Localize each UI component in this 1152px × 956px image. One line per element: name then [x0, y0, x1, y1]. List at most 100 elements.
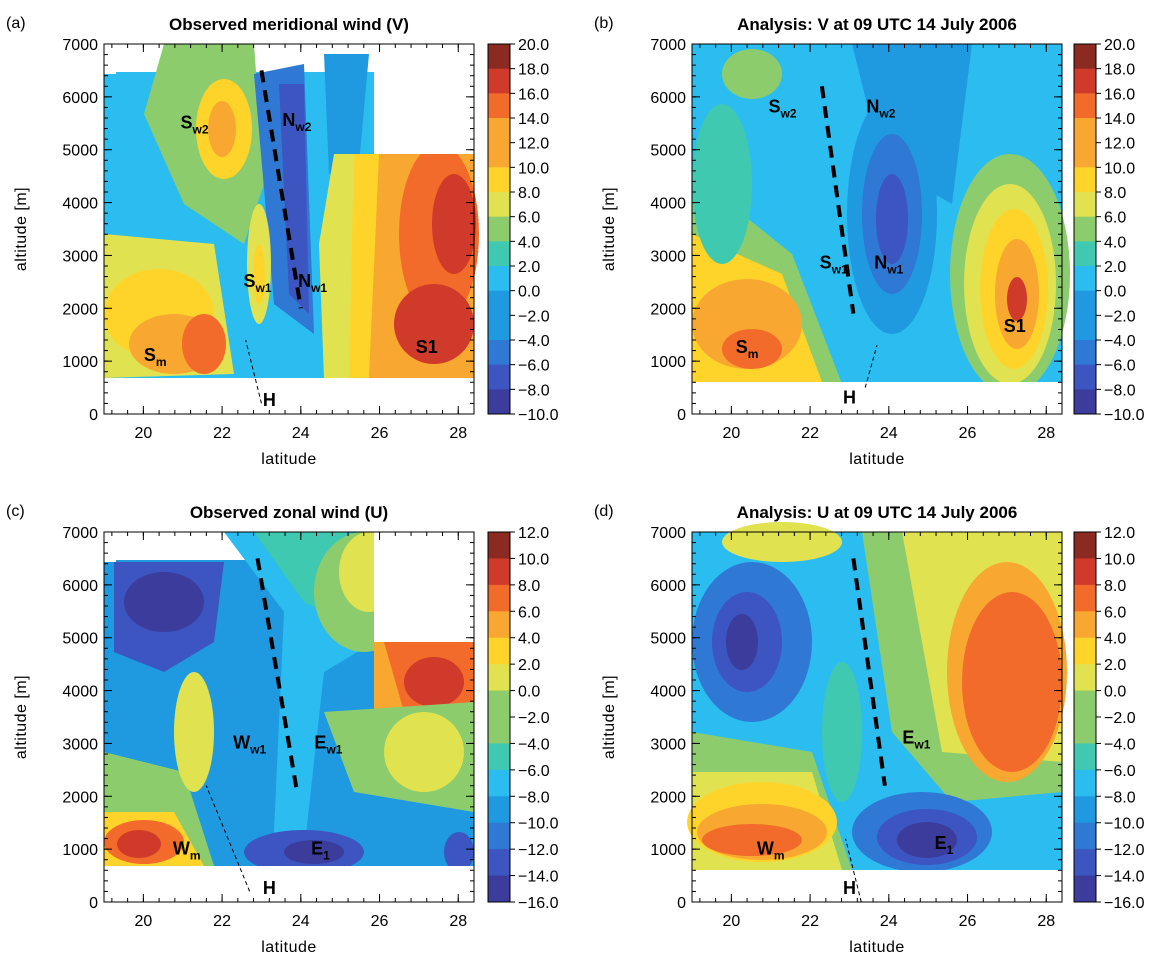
x-tick-label: 20 — [134, 913, 152, 930]
colorbar-swatch — [1074, 44, 1096, 70]
panel-title: Observed zonal wind (U) — [190, 503, 388, 522]
y-tick-label: 3000 — [650, 736, 686, 753]
x-tick-label: 22 — [801, 913, 819, 930]
colorbar-swatch — [488, 875, 510, 903]
x-axis-label: latitude — [261, 939, 317, 956]
colorbar-swatch — [488, 611, 510, 639]
y-tick-label: 0 — [89, 407, 98, 424]
annotation-label: E1 — [935, 833, 954, 857]
y-tick-label: 6000 — [62, 90, 98, 107]
colorbar-swatch — [1074, 68, 1096, 94]
y-tick-label: 0 — [677, 895, 686, 912]
y-tick-label: 7000 — [650, 525, 686, 542]
colorbar-swatch — [1074, 875, 1096, 903]
colorbar-label: 10.0 — [518, 551, 549, 568]
colorbar-label: −2.0 — [1104, 308, 1136, 325]
colorbar-swatch — [488, 192, 510, 218]
annotation-label: Nw1 — [874, 253, 903, 277]
annotation-label: S1 — [1004, 316, 1026, 336]
x-axis-label: latitude — [261, 451, 317, 468]
annotation-label: Sm — [736, 337, 759, 361]
colorbar-frame — [487, 43, 511, 415]
y-tick-label: 5000 — [62, 631, 98, 648]
colorbar-swatch — [1074, 216, 1096, 242]
colorbar-label: −8.0 — [1104, 789, 1136, 806]
colorbar-label: −4.0 — [518, 736, 550, 753]
y-tick-label: 6000 — [650, 578, 686, 595]
panel-title: Analysis: V at 09 UTC 14 July 2006 — [737, 15, 1017, 34]
colorbar-label: −6.0 — [518, 358, 550, 375]
colorbar-swatch — [1074, 743, 1096, 771]
colorbar-label: 14.0 — [518, 111, 549, 128]
y-tick-label: 4000 — [650, 684, 686, 701]
x-tick-label: 26 — [371, 425, 389, 442]
colorbar-label: 8.0 — [1104, 578, 1126, 595]
colorbar-label: 16.0 — [1104, 86, 1135, 103]
y-tick-label: 3000 — [650, 248, 686, 265]
colorbar-label: −14.0 — [518, 869, 559, 886]
panel-label: (b) — [594, 15, 614, 32]
colorbar-swatch — [488, 142, 510, 168]
colorbar-swatch — [488, 822, 510, 850]
x-tick-label: 24 — [292, 913, 310, 930]
colorbar-swatch — [1074, 142, 1096, 168]
colorbar-swatch — [488, 637, 510, 665]
colorbar-swatch — [488, 68, 510, 94]
colorbar-swatch — [1074, 266, 1096, 292]
colorbar-frame — [1073, 43, 1097, 415]
heat-low-line — [205, 785, 251, 892]
colorbar-swatch — [1074, 364, 1096, 390]
x-tick-label: 24 — [880, 913, 898, 930]
y-tick-label: 5000 — [650, 143, 686, 160]
field-0 — [104, 44, 479, 414]
colorbar-label: 16.0 — [518, 86, 549, 103]
colorbar-label: −2.0 — [1104, 710, 1136, 727]
annotation-label: Ww1 — [233, 733, 266, 757]
y-axis-label: altitude [m] — [13, 187, 30, 271]
annotation-label: H — [263, 878, 276, 898]
colorbar-swatch — [488, 364, 510, 390]
y-tick-label: 3000 — [62, 248, 98, 265]
annotation-label: E1 — [311, 838, 330, 862]
wave-axis-line — [851, 558, 887, 786]
x-axis-label: latitude — [849, 939, 905, 956]
colorbar-swatch — [488, 315, 510, 341]
colorbar-swatch — [488, 769, 510, 797]
panel-label: (d) — [594, 503, 614, 520]
colorbar-label: −10.0 — [1104, 407, 1145, 424]
x-tick-label: 28 — [1037, 425, 1055, 442]
panel-title: Observed meridional wind (V) — [169, 15, 409, 34]
x-tick-label: 22 — [801, 425, 819, 442]
field-3 — [687, 522, 1067, 902]
colorbar-label: 6.0 — [518, 604, 540, 621]
colorbar-swatch — [1074, 769, 1096, 797]
colorbar-label: 4.0 — [1104, 234, 1126, 251]
colorbar-label: 6.0 — [518, 210, 540, 227]
y-tick-label: 2000 — [650, 301, 686, 318]
colorbar-label: −16.0 — [518, 895, 559, 912]
colorbar-swatch — [488, 717, 510, 744]
colorbar-label: −10.0 — [1104, 816, 1145, 833]
colorbar-label: 4.0 — [518, 631, 540, 648]
colorbar-swatch — [1074, 664, 1096, 692]
field-2 — [104, 532, 474, 902]
annotation-label: Nw2 — [866, 97, 895, 121]
colorbar-label: 2.0 — [518, 259, 540, 276]
colorbar-label: −8.0 — [518, 382, 550, 399]
colorbar-label: 10.0 — [1104, 551, 1135, 568]
colorbar-swatch — [1074, 532, 1096, 559]
y-tick-label: 1000 — [62, 842, 98, 859]
colorbar-swatch — [488, 796, 510, 824]
colorbar-label: −12.0 — [1104, 842, 1145, 859]
colorbar-swatch — [1074, 796, 1096, 824]
annotation-label: Sw2 — [769, 97, 797, 121]
y-tick-label: 6000 — [62, 578, 98, 595]
colorbar-swatch — [1074, 118, 1096, 144]
annotation-label: Sw2 — [181, 113, 209, 137]
colorbar-label: −4.0 — [518, 333, 550, 350]
colorbar-label: 6.0 — [1104, 210, 1126, 227]
colorbar-swatch — [1074, 849, 1096, 877]
annotation-label: Wm — [757, 838, 785, 862]
colorbar-swatch — [1074, 93, 1096, 119]
